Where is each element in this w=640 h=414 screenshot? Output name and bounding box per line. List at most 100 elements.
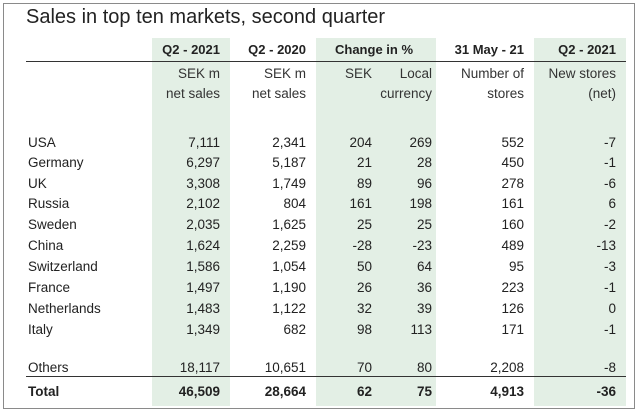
cell-q2-2020-sales: 5,187 (272, 155, 306, 170)
cell-number-of-stores: 171 (501, 322, 524, 337)
subheader-new-stores: New stores (548, 66, 616, 81)
cell-change-local: 198 (409, 196, 432, 211)
cell-q2-2020-sales: 2,341 (272, 135, 306, 150)
subheader-q2-2020-sales: net sales (251, 86, 306, 101)
cell-q2-2021-sales: 7,111 (188, 135, 220, 150)
cell-q2-2020-sales: 10,651 (264, 360, 306, 375)
cell-change-local: 269 (409, 135, 432, 150)
market-label: Germany (28, 155, 84, 170)
cell-new-stores: -7 (603, 135, 616, 150)
total-rule (26, 376, 626, 377)
market-label: Sweden (28, 217, 77, 232)
cell-change-local: 96 (416, 176, 432, 191)
cell-change-local: 75 (416, 384, 432, 399)
cell-change-sek: 26 (356, 280, 372, 295)
market-label: Italy (28, 322, 53, 337)
header-q2-2020: Q2 - 2020 (248, 42, 306, 57)
subheader-number-of-stores: stores (487, 86, 524, 101)
subheader-change-local: Local (399, 66, 432, 81)
band-q2-2021 (152, 38, 230, 406)
subheader-change-local: currency (380, 86, 432, 101)
cell-change-local: 25 (416, 217, 432, 232)
cell-q2-2021-sales: 1,497 (186, 280, 220, 295)
cell-q2-2021-sales: 1,483 (186, 301, 220, 316)
cell-new-stores: -8 (603, 360, 616, 375)
cell-new-stores: 0 (608, 301, 616, 316)
cell-change-sek: 62 (356, 384, 372, 399)
cell-change-sek: 21 (356, 155, 372, 170)
cell-change-sek: 25 (356, 217, 372, 232)
cell-number-of-stores: 161 (501, 196, 524, 211)
cell-change-local: 113 (410, 322, 432, 337)
cell-change-sek: 70 (356, 360, 372, 375)
header-change: Change in % (335, 42, 414, 57)
market-label: Switzerland (28, 259, 98, 274)
band-change (316, 38, 436, 406)
cell-q2-2020-sales: 1,190 (272, 280, 306, 295)
subheader-change-sek: SEK (344, 66, 372, 81)
market-label: Others (28, 360, 69, 375)
cell-q2-2021-sales: 2,035 (186, 217, 220, 232)
cell-q2-2020-sales: 804 (283, 196, 306, 211)
cell-q2-2021-sales: 1,586 (186, 259, 220, 274)
cell-new-stores: 6 (608, 196, 616, 211)
cell-q2-2020-sales: 28,664 (264, 384, 306, 399)
cell-q2-2021-sales: 1,349 (186, 322, 220, 337)
cell-q2-2020-sales: 1,749 (272, 176, 306, 191)
cell-new-stores: -6 (603, 176, 616, 191)
cell-change-sek: 89 (356, 176, 372, 191)
cell-number-of-stores: 223 (501, 280, 524, 295)
market-label: UK (28, 176, 47, 191)
header-stores-date: 31 May - 21 (454, 42, 524, 57)
subheader-q2-2021-sales: SEK m (177, 66, 220, 81)
cell-q2-2021-sales: 3,308 (186, 176, 220, 191)
cell-q2-2021-sales: 2,102 (186, 196, 220, 211)
header-new-stores-q2: Q2 - 2021 (558, 42, 616, 57)
cell-number-of-stores: 2,208 (490, 360, 524, 375)
cell-new-stores: -13 (596, 238, 616, 253)
market-label: USA (28, 135, 56, 150)
market-label: Total (28, 384, 60, 399)
cell-number-of-stores: 160 (501, 217, 524, 232)
cell-change-sek: 98 (356, 322, 372, 337)
cell-change-local: -23 (412, 238, 432, 253)
cell-number-of-stores: 95 (508, 259, 524, 274)
cell-change-sek: -28 (352, 238, 372, 253)
cell-number-of-stores: 126 (501, 301, 524, 316)
subheader-q2-2021-sales: net sales (165, 86, 220, 101)
cell-number-of-stores: 489 (501, 238, 524, 253)
band-new-stores (534, 38, 626, 406)
cell-q2-2020-sales: 2,259 (272, 238, 306, 253)
header-rule (26, 61, 626, 62)
cell-change-sek: 50 (356, 259, 372, 274)
table-title: Sales in top ten markets, second quarter (26, 6, 386, 28)
cell-q2-2021-sales: 6,297 (186, 155, 220, 170)
cell-new-stores: -1 (603, 155, 616, 170)
cell-new-stores: -36 (596, 384, 616, 399)
cell-change-sek: 161 (349, 196, 372, 211)
cell-number-of-stores: 4,913 (490, 384, 524, 399)
cell-q2-2020-sales: 1,625 (272, 217, 306, 232)
cell-new-stores: -1 (603, 280, 616, 295)
subheader-new-stores: (net) (588, 86, 616, 101)
cell-change-local: 36 (416, 280, 432, 295)
cell-q2-2020-sales: 1,122 (272, 301, 306, 316)
cell-q2-2021-sales: 46,509 (178, 384, 220, 399)
subheader-number-of-stores: Number of (460, 66, 524, 81)
market-label: Russia (28, 196, 70, 211)
cell-q2-2021-sales: 18,117 (179, 360, 220, 375)
cell-change-local: 39 (416, 301, 432, 316)
cell-new-stores: -1 (603, 322, 616, 337)
cell-number-of-stores: 450 (501, 155, 524, 170)
cell-new-stores: -3 (603, 259, 616, 274)
cell-q2-2020-sales: 1,054 (272, 259, 306, 274)
header-q2-2021: Q2 - 2021 (162, 42, 220, 57)
subheader-q2-2020-sales: SEK m (263, 66, 306, 81)
cell-change-local: 28 (416, 155, 432, 170)
market-label: Netherlands (28, 301, 101, 316)
cell-change-local: 80 (416, 360, 432, 375)
cell-new-stores: -2 (603, 217, 616, 232)
cell-change-local: 64 (416, 259, 432, 274)
cell-q2-2020-sales: 682 (283, 322, 306, 337)
cell-change-sek: 204 (349, 135, 372, 150)
